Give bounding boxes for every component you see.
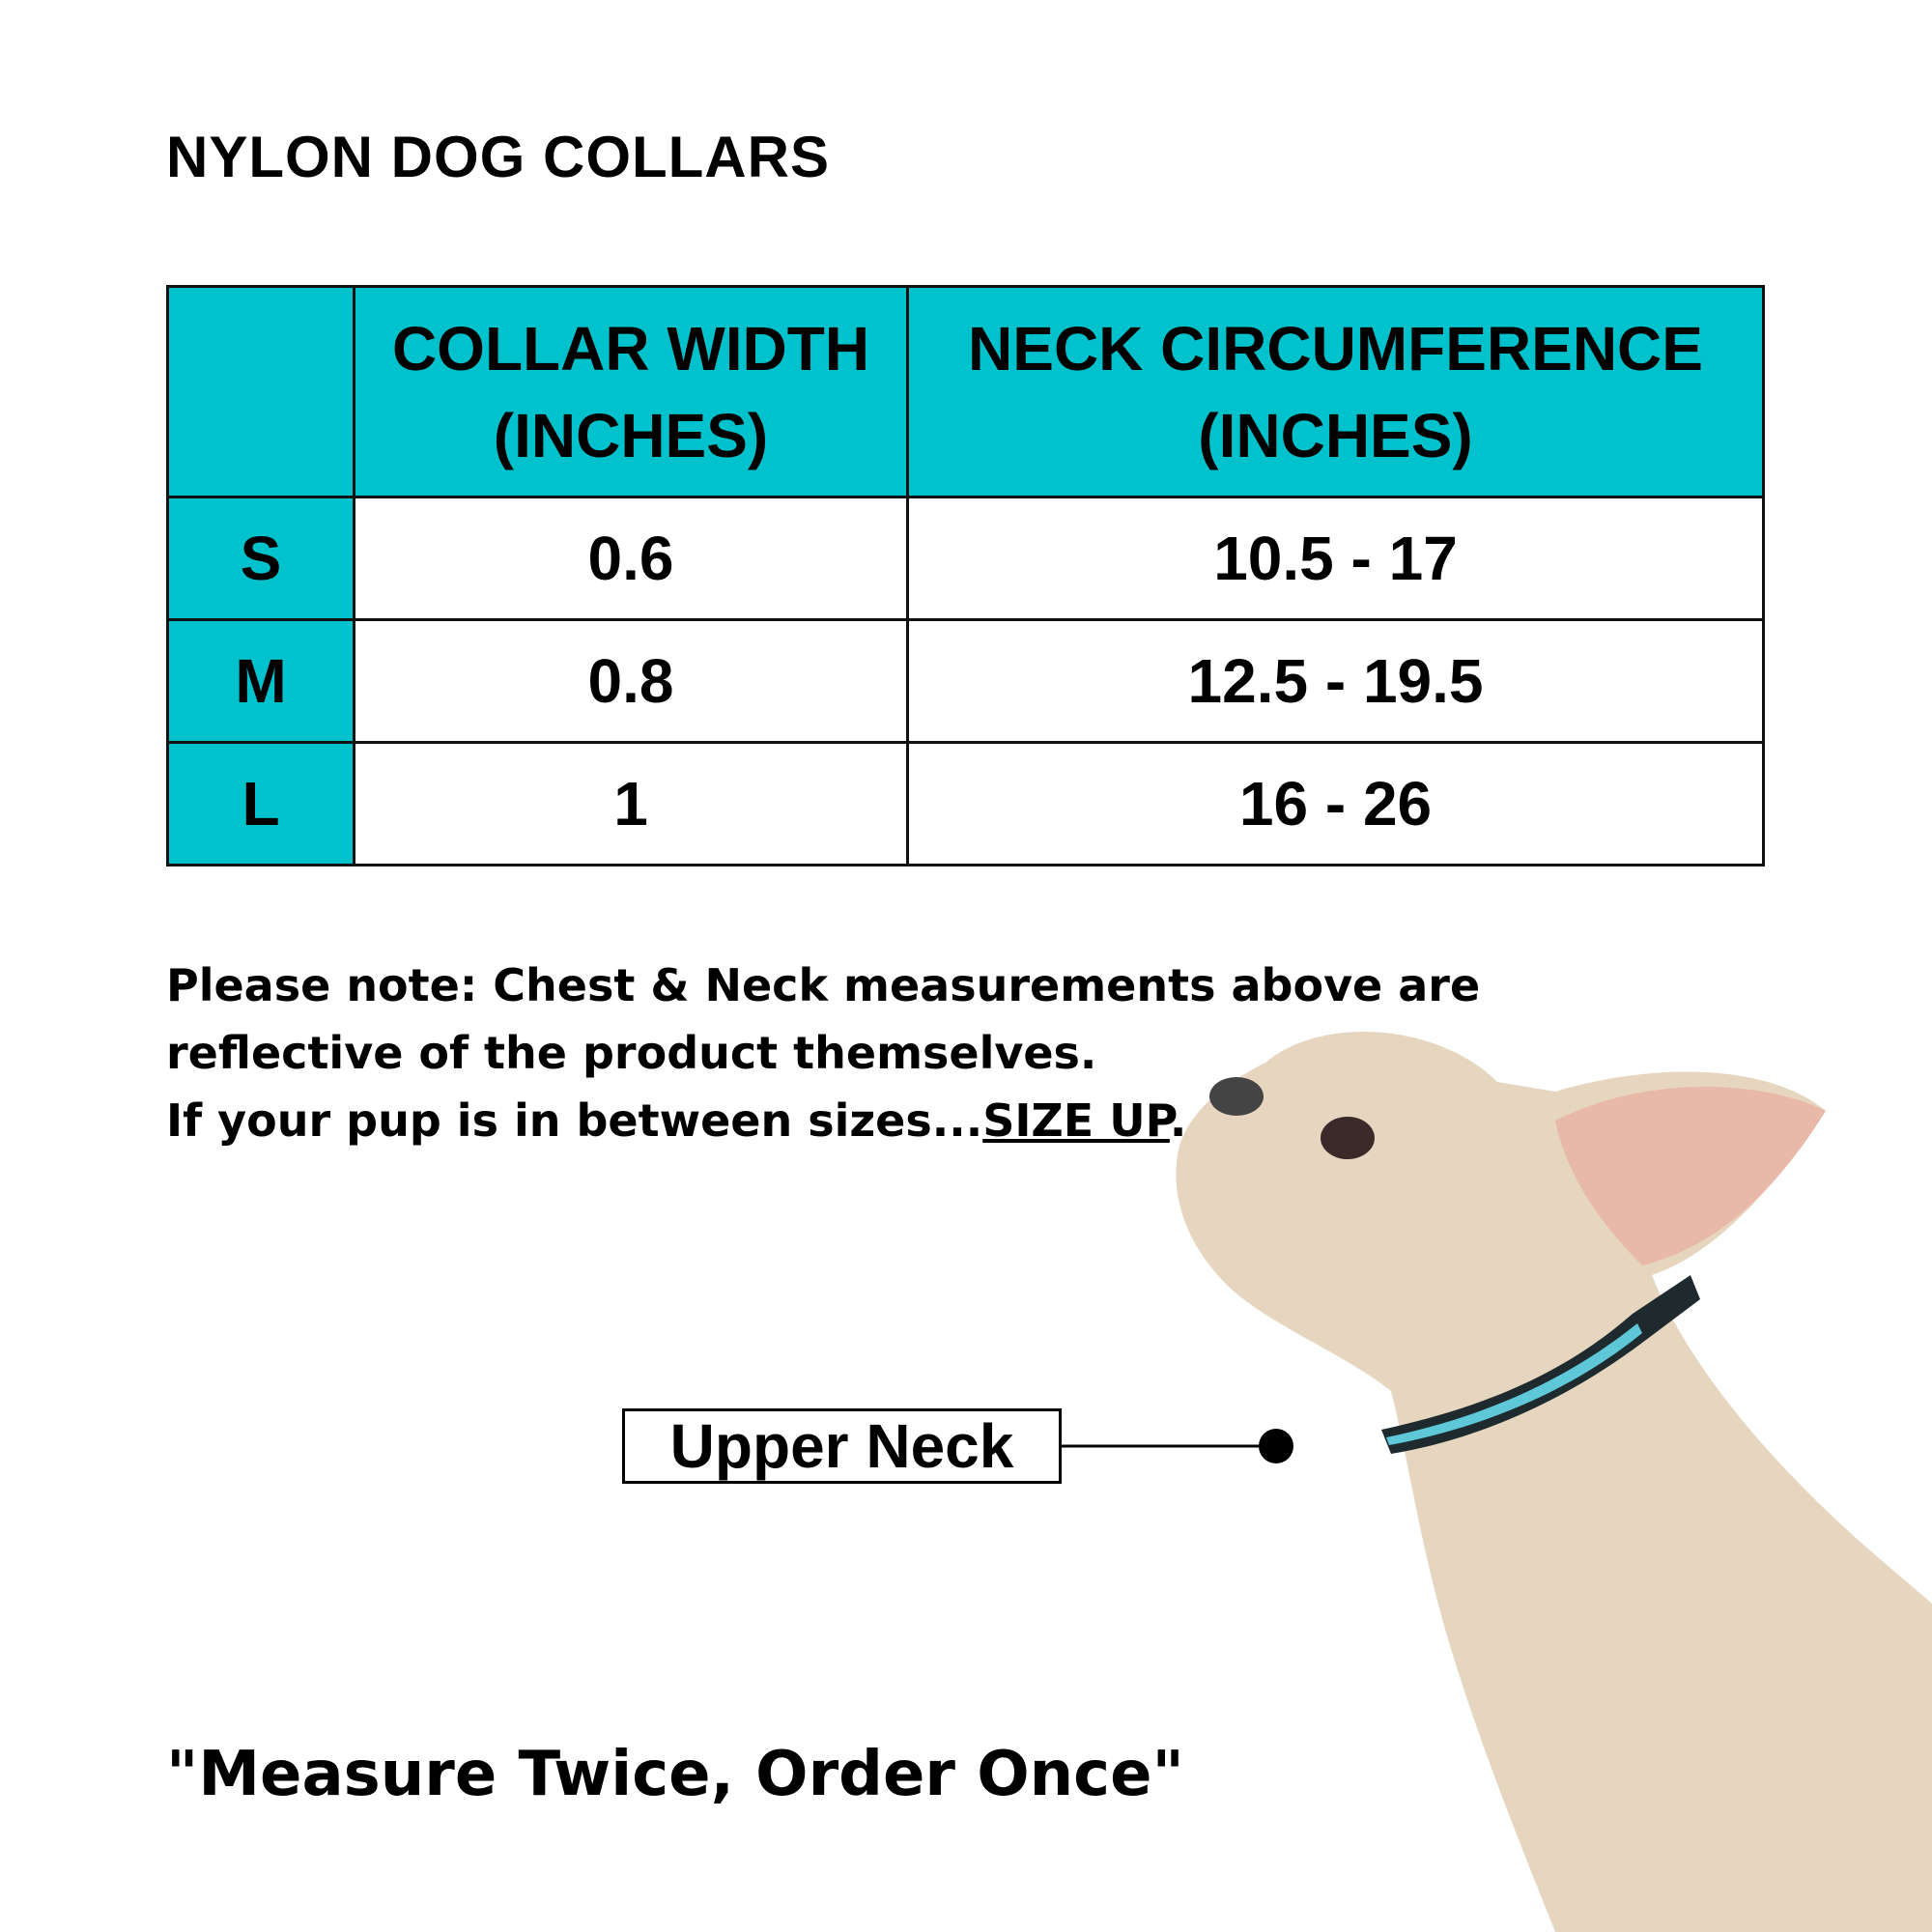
sizing-note: Please note: Chest & Neck measurements a… — [166, 952, 1480, 1154]
table-row: M 0.8 12.5 - 19.5 — [166, 618, 1765, 744]
dog-body — [1176, 1031, 1932, 1932]
width-cell: 1 — [353, 741, 909, 867]
header-collar-width: COLLAR WIDTH (INCHES) — [353, 285, 909, 498]
size-cell: L — [166, 741, 355, 867]
tagline: "Measure Twice, Order Once" — [166, 1739, 1184, 1810]
note-line-2: reflective of the product themselves. — [166, 1027, 1097, 1079]
dog-eye — [1321, 1117, 1375, 1159]
pointer-line — [1062, 1429, 1293, 1463]
width-cell: 0.8 — [353, 618, 909, 744]
dog-ear — [1555, 1087, 1826, 1265]
width-cell: 0.6 — [353, 496, 909, 621]
dog-photo — [1176, 1031, 1932, 1932]
upper-neck-label: Upper Neck — [622, 1408, 1062, 1484]
size-cell: S — [166, 496, 355, 621]
table-row: L 1 16 - 26 — [166, 741, 1765, 867]
note-line-3-text: If your pup is in between sizes... — [166, 1094, 983, 1147]
table-row: S 0.6 10.5 - 17 — [166, 496, 1765, 621]
dog-nose — [1209, 1077, 1264, 1116]
note-line-1: Please note: Chest & Neck measurements a… — [166, 959, 1481, 1011]
table-header-row: COLLAR WIDTH (INCHES) NECK CIRCUMFERENCE… — [166, 285, 1765, 498]
neck-cell: 10.5 - 17 — [906, 496, 1765, 621]
page-title: NYLON DOG COLLARS — [166, 125, 830, 189]
header-neck-circumference: NECK CIRCUMFERENCE (INCHES) — [906, 285, 1765, 498]
pointer-dot-icon — [1259, 1429, 1293, 1463]
note-line-3: If your pup is in between sizes...SIZE U… — [166, 1087, 1480, 1154]
size-table: COLLAR WIDTH (INCHES) NECK CIRCUMFERENCE… — [166, 285, 1765, 867]
note-period: . — [1169, 1094, 1187, 1147]
neck-cell: 16 - 26 — [906, 741, 1765, 867]
header-size — [166, 285, 355, 498]
neck-cell: 12.5 - 19.5 — [906, 618, 1765, 744]
size-cell: M — [166, 618, 355, 744]
size-up-emphasis: SIZE UP — [982, 1094, 1170, 1147]
collar — [1381, 1275, 1700, 1454]
collar-stripe — [1386, 1323, 1642, 1445]
